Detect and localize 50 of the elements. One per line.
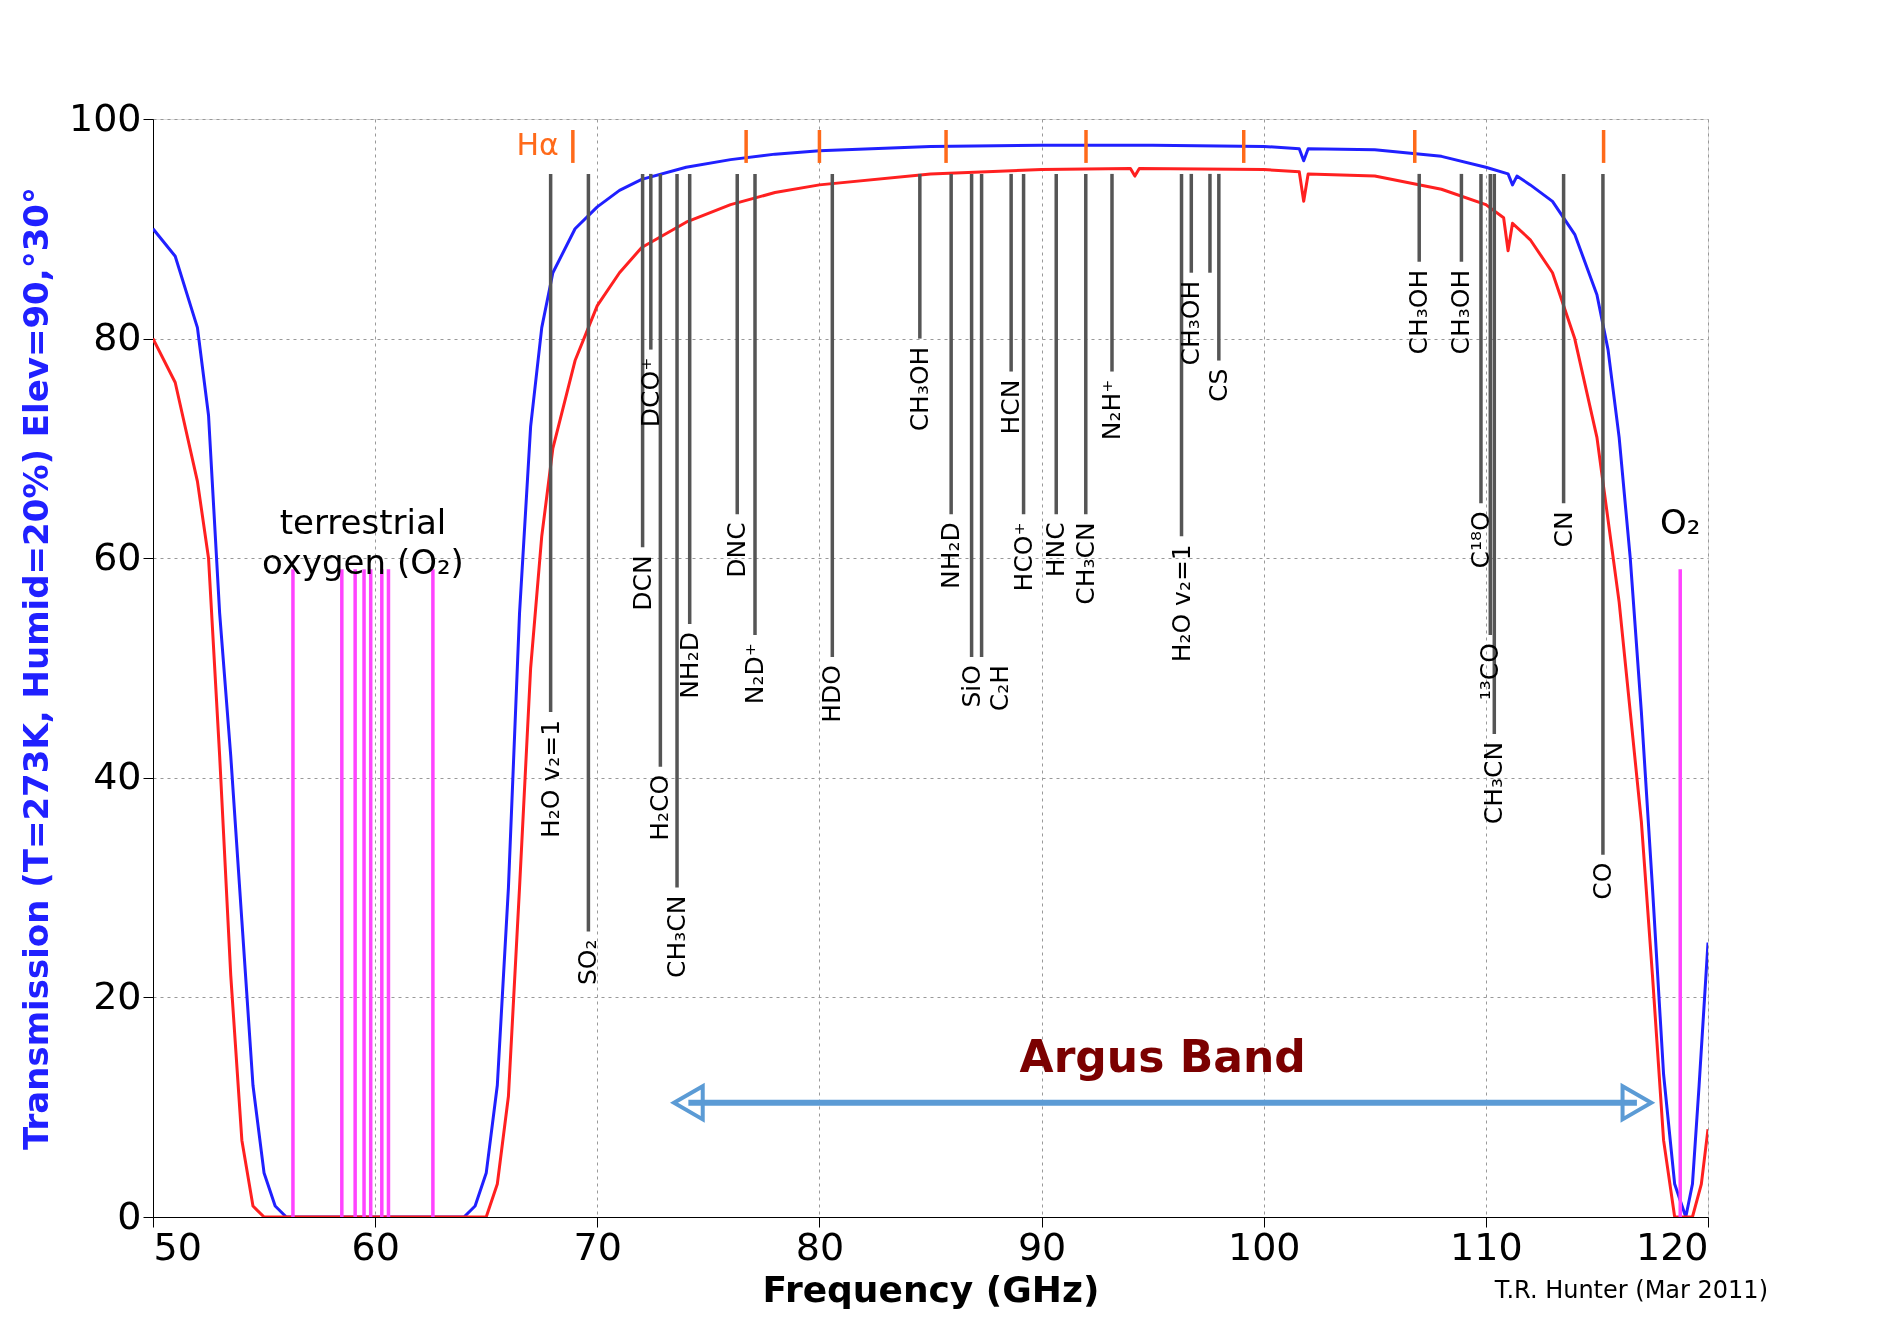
annotation: CH₃CN: [1070, 522, 1100, 605]
annotation: CO: [1587, 862, 1617, 900]
annotation: ¹³CO: [1475, 643, 1505, 701]
x-axis-title: Frequency (GHz): [762, 1268, 1100, 1310]
series-label: Argus Band: [1019, 1030, 1306, 1082]
x-tick-label: 100: [1227, 1224, 1301, 1269]
text: T.R. Hunter (Mar 2011): [1493, 1276, 1768, 1304]
annotation: HDO: [817, 665, 847, 723]
annotation: HCO⁺: [1008, 522, 1038, 592]
series-label: Hα: [516, 127, 559, 163]
annotation: H₂O v₂=1: [535, 719, 565, 839]
annotation: CH₃CN: [1479, 741, 1509, 825]
annotation: CN: [1548, 511, 1578, 548]
y-tick-label: 40: [93, 754, 142, 799]
x-tick-label: 60: [351, 1224, 400, 1269]
annotation: SO₂: [573, 939, 603, 986]
annotation: HCN: [996, 379, 1026, 435]
x-tick-label: 50: [153, 1224, 202, 1269]
annotation: C₂H: [984, 665, 1014, 712]
annotation: SiO: [956, 665, 986, 708]
y-tick-label: 0: [117, 1193, 142, 1238]
y-tick-label: 20: [93, 973, 142, 1018]
annotation: N₂H⁺: [1096, 379, 1126, 441]
y-tick-label: 80: [93, 315, 142, 360]
annotation: DNC: [722, 522, 752, 578]
series-label: terrestrial oxygen (O₂): [262, 502, 464, 583]
annotation: CH₃CN: [662, 895, 692, 979]
annotation: N₂D⁺: [740, 643, 770, 705]
annotation: HNC: [1041, 522, 1071, 578]
annotation: H₂CO: [645, 774, 675, 841]
y-axis-title: Transmission (T=273K, Humid=20%) Elev=90,°30°: [15, 187, 56, 1150]
annotation: NH₂D: [674, 632, 704, 699]
x-tick-label: 80: [795, 1224, 845, 1269]
x-tick-label: 120: [1635, 1224, 1709, 1269]
annotation: CH₃OH: [1446, 269, 1476, 355]
annotation: H₂O v₂=1: [1166, 544, 1196, 663]
annotation: CH₃OH: [1176, 280, 1206, 366]
series-label: O₂: [1660, 502, 1701, 543]
annotation: CS: [1204, 368, 1234, 402]
y-tick-label: 100: [68, 95, 142, 140]
x-tick-label: 110: [1450, 1224, 1523, 1269]
annotation: CH₃OH: [1404, 269, 1434, 355]
annotation: CH₃OH: [904, 346, 934, 432]
x-tick-label: 90: [1017, 1224, 1067, 1269]
annotation: C¹⁸O: [1465, 511, 1495, 569]
annotation: DCO⁺: [635, 357, 665, 428]
y-tick-label: 60: [93, 534, 142, 579]
annotation: NH₂D: [936, 522, 966, 590]
x-tick-label: 70: [573, 1224, 622, 1269]
annotation: DCN: [627, 555, 657, 611]
